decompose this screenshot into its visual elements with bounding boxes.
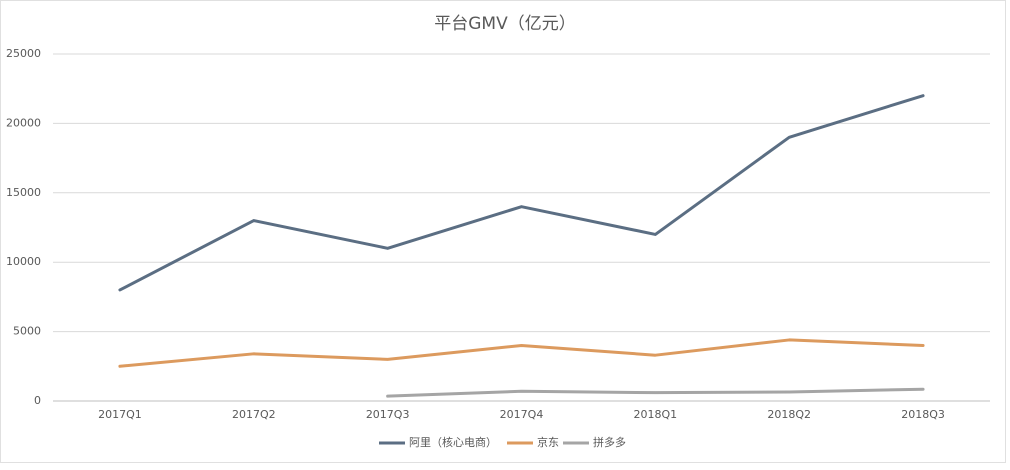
x-tick-label: 2017Q2 (232, 408, 276, 421)
x-tick-label: 2018Q1 (634, 408, 678, 421)
x-tick-label: 2017Q1 (98, 408, 142, 421)
x-tick-label: 2017Q3 (366, 408, 410, 421)
y-tick-label: 0 (34, 394, 41, 407)
legend-label: 拼多多 (593, 435, 626, 449)
y-tick-label: 5000 (13, 325, 41, 338)
legend-label: 阿里（核心电商） (409, 435, 497, 449)
y-tick-label: 20000 (6, 116, 41, 129)
y-tick-label: 25000 (6, 47, 41, 60)
y-tick-label: 10000 (6, 255, 41, 268)
legend-label: 京东 (537, 435, 559, 449)
series-line (118, 338, 925, 368)
chart-title: 平台GMV（亿元） (434, 14, 575, 34)
x-tick-label: 2018Q3 (901, 408, 945, 421)
x-tick-label: 2017Q4 (500, 408, 544, 421)
y-tick-label: 15000 (6, 186, 41, 199)
series-line (386, 387, 925, 398)
x-tick-label: 2018Q2 (767, 408, 811, 421)
series-line (118, 94, 925, 292)
